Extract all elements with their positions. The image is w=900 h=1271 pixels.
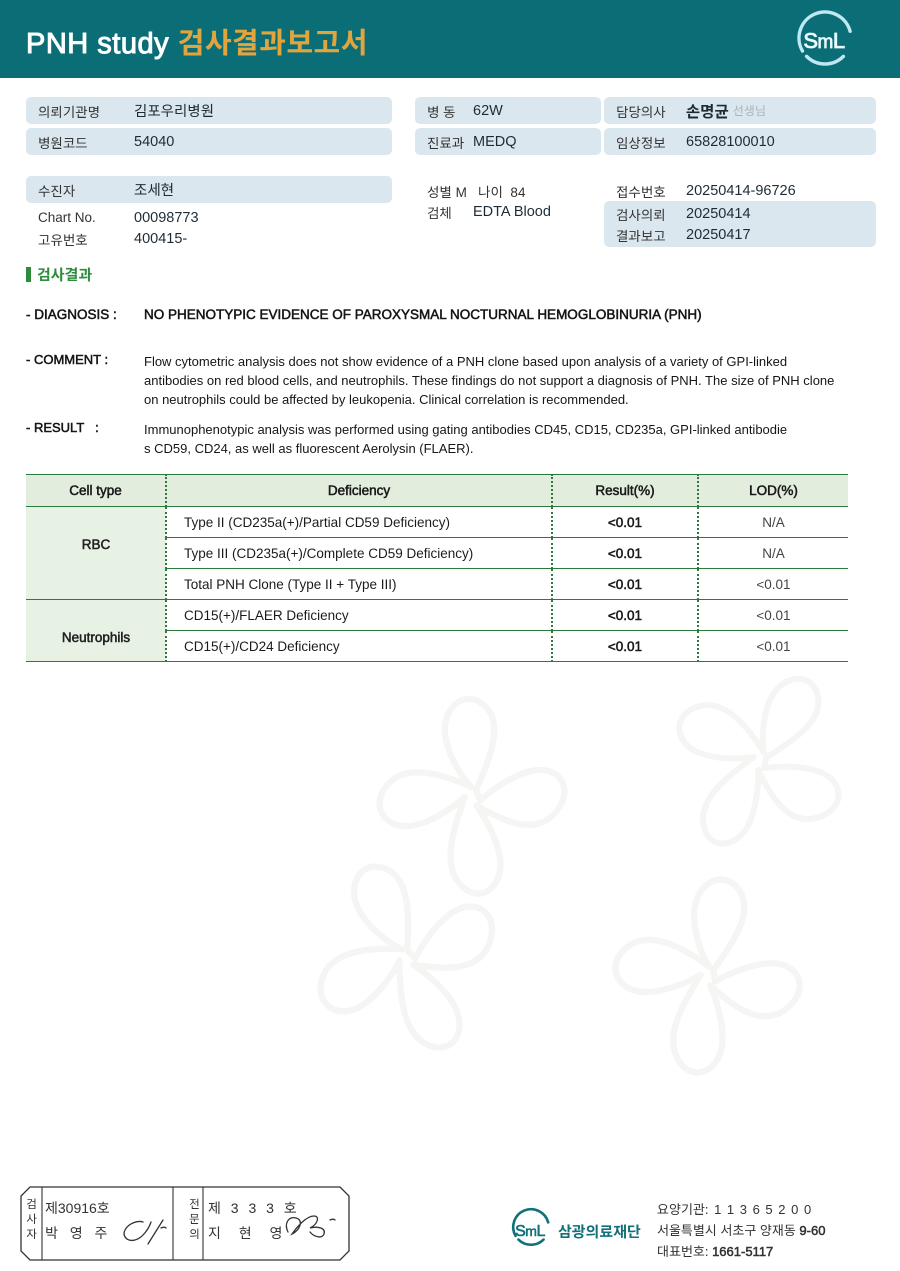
svg-text:SmL: SmL (803, 28, 845, 53)
svg-text:SmL: SmL (515, 1223, 545, 1240)
